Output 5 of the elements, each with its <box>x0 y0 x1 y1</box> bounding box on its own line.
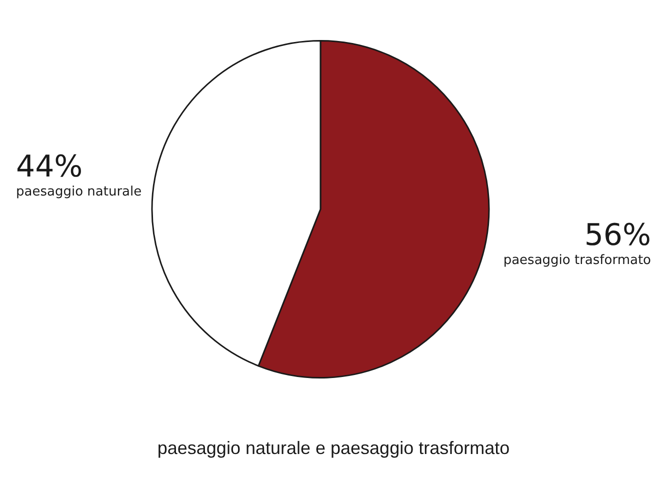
slice-label: paesaggio naturale <box>16 184 142 200</box>
data-label: 44% <box>16 149 83 184</box>
data-label: 56% <box>584 218 651 254</box>
text: paesaggio naturale e paesaggio trasformato <box>157 438 510 458</box>
slice-label: paesaggio trasformato <box>503 253 652 268</box>
